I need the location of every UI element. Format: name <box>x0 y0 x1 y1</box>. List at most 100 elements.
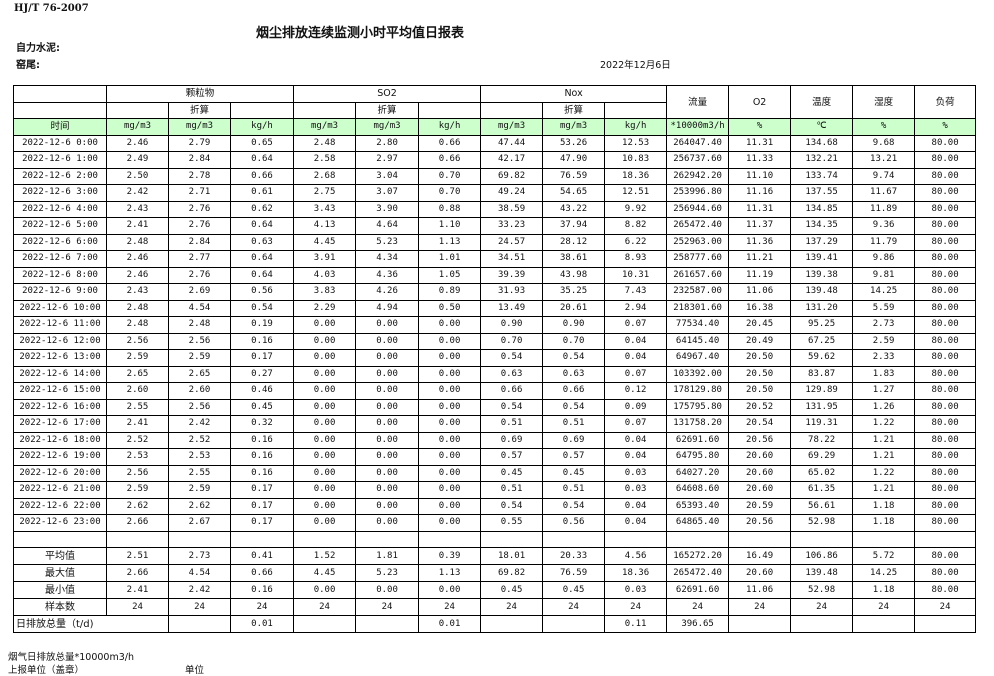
row-label: 最小值 <box>13 581 107 599</box>
data-cell: 175795.80 <box>666 398 730 416</box>
empty-cell <box>542 530 606 548</box>
data-cell: 252963.00 <box>666 233 730 251</box>
data-cell: 9.92 <box>604 200 668 218</box>
unit-cell: kg/h <box>604 118 668 136</box>
data-cell: 0.66 <box>480 382 544 400</box>
data-cell: 16.38 <box>728 299 792 317</box>
data-cell: 3.43 <box>293 200 357 218</box>
data-cell: 0.00 <box>418 497 482 515</box>
data-cell: 2.62 <box>106 497 169 515</box>
table-row: 2022-12-6 9:00 2.43 2.69 0.56 3.83 4.26 0.89 31… <box>13 283 977 301</box>
empty-cell <box>604 530 668 548</box>
data-cell: 12.53 <box>604 134 668 152</box>
table-row: 2022-12-6 0:00 2.46 2.79 0.65 2.48 2.80 0.66 47… <box>13 134 977 152</box>
data-cell: 0.07 <box>604 365 668 383</box>
data-cell: 52.98 <box>790 514 854 532</box>
data-cell: 1.18 <box>852 497 916 515</box>
data-cell: 218301.60 <box>666 299 730 317</box>
unit-cell: mg/m3 <box>542 118 606 136</box>
empty-cell <box>666 530 730 548</box>
data-cell: 5.23 <box>355 233 420 251</box>
row-label: 2022-12-6 8:00 <box>13 266 107 284</box>
header-time: 时间 <box>13 118 107 136</box>
empty-cell <box>728 530 792 548</box>
data-cell: 1.27 <box>852 382 916 400</box>
data-cell: 20.61 <box>542 299 606 317</box>
data-cell: 0.45 <box>480 464 544 482</box>
data-cell: 2.42 <box>168 415 231 433</box>
data-cell: 49.24 <box>480 184 544 202</box>
data-cell: 3.04 <box>355 167 420 185</box>
data-cell: 0.00 <box>293 365 357 383</box>
data-cell: 2.80 <box>355 134 420 152</box>
row-label: 最大值 <box>13 564 107 582</box>
daily-total-cell <box>790 615 854 633</box>
data-cell: 0.17 <box>229 497 295 515</box>
data-cell: 0.64 <box>229 151 295 169</box>
data-cell: 43.98 <box>542 266 606 284</box>
data-cell: 2.68 <box>293 167 357 185</box>
data-cell: 2.60 <box>106 382 169 400</box>
data-cell: 2.94 <box>604 299 668 317</box>
data-cell: 1.18 <box>852 514 916 532</box>
table-row: 2022-12-6 14:00 2.65 2.65 0.27 0.00 0.00 0.00 0… <box>13 365 977 383</box>
daily-total-cell: 0.11 <box>604 615 668 633</box>
data-cell: 56.61 <box>790 497 854 515</box>
data-cell: 131758.20 <box>666 415 730 433</box>
data-cell: 11.19 <box>728 266 792 284</box>
data-cell: 2.65 <box>106 365 169 383</box>
data-cell: 0.00 <box>418 316 482 334</box>
data-cell: 2.48 <box>168 316 231 334</box>
data-cell: 134.68 <box>790 134 854 152</box>
data-cell: 43.22 <box>542 200 606 218</box>
data-cell: 0.00 <box>293 464 357 482</box>
row-label: 2022-12-6 9:00 <box>13 283 107 301</box>
data-cell: 0.45 <box>480 581 544 599</box>
header-blank <box>13 85 107 103</box>
data-cell: 0.00 <box>418 514 482 532</box>
data-cell: 0.51 <box>542 481 606 499</box>
data-cell: 0.00 <box>293 497 357 515</box>
data-cell: 80.00 <box>914 547 977 565</box>
data-cell: 0.70 <box>418 167 482 185</box>
data-cell: 4.03 <box>293 266 357 284</box>
data-cell: 11.33 <box>728 151 792 169</box>
data-cell: 28.12 <box>542 233 606 251</box>
data-cell: 0.54 <box>229 299 295 317</box>
data-cell: 24 <box>604 598 668 616</box>
data-cell: 0.00 <box>418 382 482 400</box>
header-converted: 折算 <box>355 101 420 119</box>
data-cell: 0.54 <box>480 497 544 515</box>
data-cell: 1.18 <box>852 581 916 599</box>
data-cell: 2.58 <box>293 151 357 169</box>
data-cell: 0.89 <box>418 283 482 301</box>
table-row: 2022-12-6 21:00 2.59 2.59 0.17 0.00 0.00 0.00 0… <box>13 481 977 499</box>
data-cell: 0.62 <box>229 200 295 218</box>
data-cell: 80.00 <box>914 200 977 218</box>
data-cell: 9.36 <box>852 217 916 235</box>
data-cell: 2.71 <box>168 184 231 202</box>
data-cell: 0.16 <box>229 448 295 466</box>
header-particulate: 颗粒物 <box>105 85 295 103</box>
table-row: 2022-12-6 19:00 2.53 2.53 0.16 0.00 0.00 0.00 0… <box>13 448 977 466</box>
data-cell: 0.64 <box>229 217 295 235</box>
data-cell: 0.00 <box>355 415 420 433</box>
data-cell: 0.00 <box>418 448 482 466</box>
data-cell: 1.52 <box>293 547 357 565</box>
row-label: 2022-12-6 20:00 <box>13 464 107 482</box>
data-cell: 2.59 <box>168 349 231 367</box>
data-cell: 78.22 <box>790 431 854 449</box>
header-converted: 折算 <box>168 101 231 119</box>
data-cell: 4.64 <box>355 217 420 235</box>
data-cell: 5.59 <box>852 299 916 317</box>
data-cell: 1.26 <box>852 398 916 416</box>
data-cell: 2.84 <box>168 233 231 251</box>
data-cell: 2.52 <box>106 431 169 449</box>
empty-cell <box>293 530 357 548</box>
data-cell: 129.89 <box>790 382 854 400</box>
data-cell: 67.25 <box>790 332 854 350</box>
report-table: 颗粒物 SO2 Nox 流量 O2 温度 湿度 负荷 折算 折算 折算 时间 m… <box>13 85 977 633</box>
data-cell: 11.21 <box>728 250 792 268</box>
data-cell: 0.66 <box>542 382 606 400</box>
data-cell: 0.54 <box>542 349 606 367</box>
